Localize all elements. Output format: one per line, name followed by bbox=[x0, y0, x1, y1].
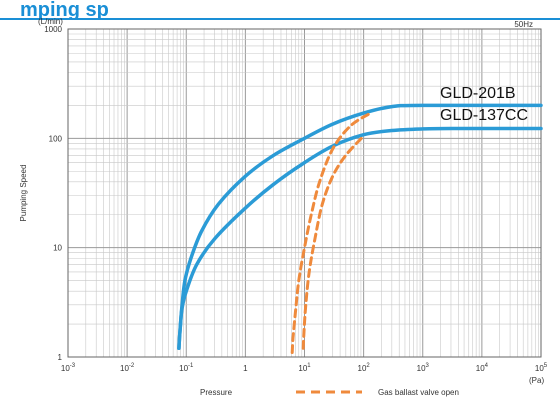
x-tick-label: 10-3 bbox=[61, 363, 76, 373]
y-tick-label: 100 bbox=[49, 134, 63, 143]
gas-ballast-line-2 bbox=[290, 111, 372, 354]
heading-fragment: mping sp bbox=[20, 0, 109, 21]
x-tick-label: 1 bbox=[243, 364, 248, 373]
series-line-gld-137cc bbox=[177, 126, 543, 351]
y-tick-label: 1 bbox=[58, 353, 63, 362]
y-tick-label: 1000 bbox=[44, 25, 62, 34]
y-axis-unit: (L/min) bbox=[38, 17, 63, 26]
x-tick-label: 101 bbox=[298, 363, 311, 373]
frequency-note: 50Hz bbox=[514, 20, 533, 29]
x-tick-label: 105 bbox=[535, 363, 548, 373]
series bbox=[177, 103, 543, 354]
x-tick-label: 102 bbox=[358, 363, 371, 373]
x-tick-label: 103 bbox=[417, 363, 430, 373]
series-labels: GLD-201B GLD-137CC bbox=[440, 85, 528, 124]
legend-entry: Gas ballast valve open bbox=[378, 388, 459, 397]
gas-ballast-line-3 bbox=[301, 134, 366, 350]
x-axis-label: Pressure bbox=[200, 388, 233, 397]
tick-labels: 10-3 10-2 10-1 1 101 102 103 104 105 1 10 100 1000 bbox=[44, 25, 548, 373]
series-label-gld-201b: GLD-201B bbox=[440, 85, 516, 102]
plot-area bbox=[67, 28, 542, 358]
x-tick-label: 10-1 bbox=[179, 363, 194, 373]
x-tick-label: 10-2 bbox=[120, 363, 135, 373]
x-tick-label: 104 bbox=[476, 363, 489, 373]
x-axis-unit: (Pa) bbox=[529, 376, 544, 385]
y-tick-label: 10 bbox=[53, 244, 62, 253]
series-label-gld-137cc: GLD-137CC bbox=[440, 107, 528, 124]
y-axis-label: Pumping Speed bbox=[19, 165, 28, 222]
